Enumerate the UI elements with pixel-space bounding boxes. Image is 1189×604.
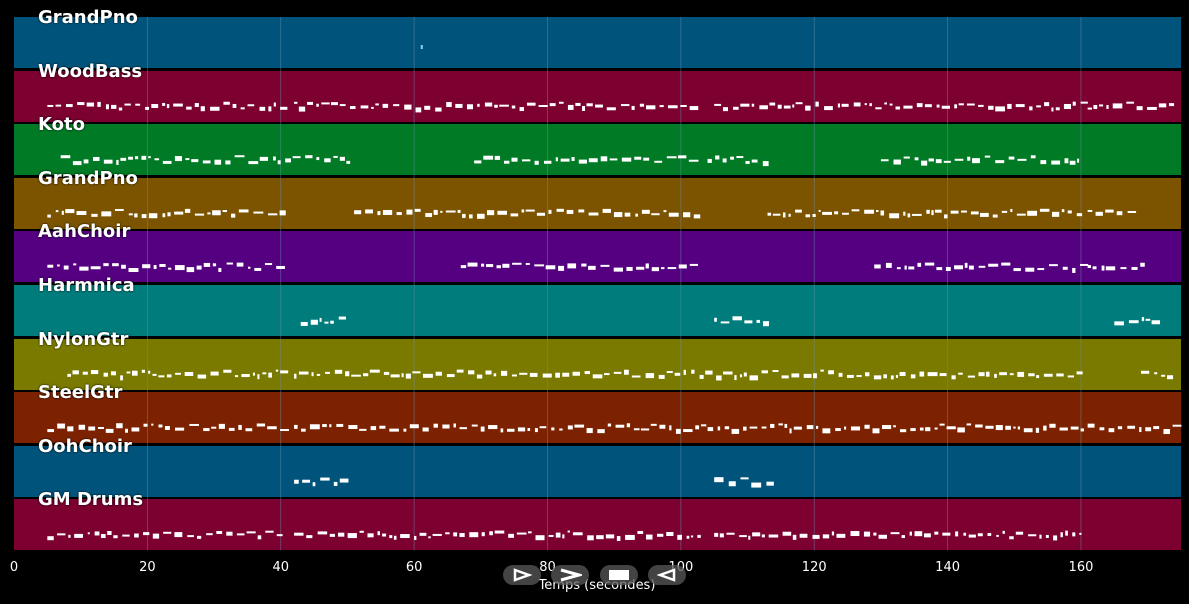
x-tick-label: 20 [139,560,156,575]
x-tick-label: 120 [801,560,827,575]
track-label: WoodBass [38,60,143,82]
track-label: Koto [38,114,85,136]
track-4[interactable] [14,231,1181,283]
x-tick-label: 40 [272,560,290,575]
track-6[interactable] [14,338,1181,390]
track-label: Harmnica [38,275,135,296]
fast-forward-button[interactable] [551,565,589,585]
x-tick-label: 160 [1068,560,1094,575]
track-9[interactable] [14,499,1181,551]
track-3[interactable] [14,177,1181,229]
stop-button[interactable] [600,565,638,585]
track-label: OohChoir [38,435,132,457]
track-label: SteelGtr [38,382,123,404]
play-button[interactable] [503,565,541,585]
track-label: GM Drums [38,489,144,511]
rewind-button[interactable] [648,565,686,585]
track-0[interactable] [14,17,1181,68]
track-label: GrandPno [38,7,138,28]
x-tick-label: 60 [405,560,423,575]
track-label: AahChoir [38,221,131,243]
stop-square-icon [609,570,629,580]
chevron-right-icon [560,568,582,582]
track-7[interactable] [14,392,1181,444]
track-1[interactable] [14,70,1181,122]
track-5[interactable] [14,285,1181,336]
x-tick-label: 0 [9,560,19,575]
play-left-icon [657,568,676,582]
track-8[interactable] [14,445,1181,497]
track-2[interactable] [14,124,1181,176]
x-tick-label: 140 [935,560,961,575]
track-label: NylonGtr [38,328,129,350]
track-label: GrandPno [38,167,138,189]
play-outline-icon [513,568,532,582]
